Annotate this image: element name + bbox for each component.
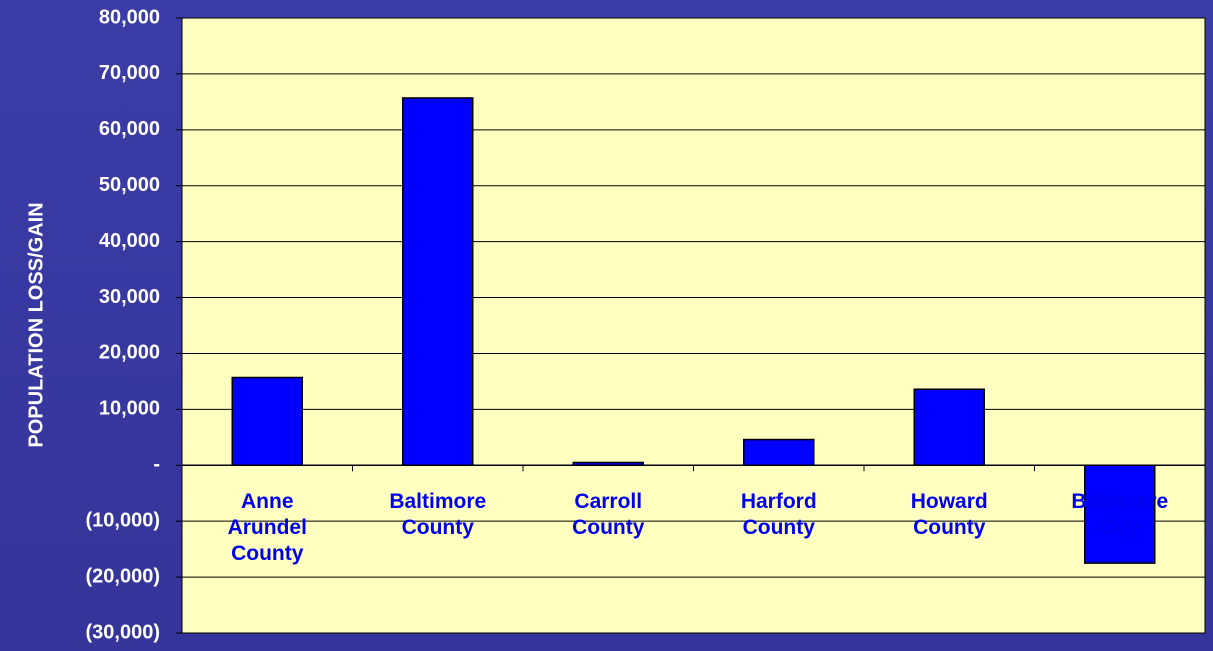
y-tick-label: (10,000) (86, 509, 161, 531)
y-tick-label: 20,000 (99, 342, 160, 364)
bar (231, 376, 303, 467)
y-tick-label: (20,000) (86, 565, 161, 587)
x-tick-label: Baltimore County (389, 490, 487, 540)
bar (913, 388, 985, 467)
x-tick-label: Baltimore City (1071, 490, 1169, 540)
x-tick-label: Carroll County (572, 490, 645, 540)
y-tick-label: 50,000 (99, 174, 160, 196)
y-tick-label: 10,000 (99, 398, 160, 420)
y-tick-label: 40,000 (99, 230, 160, 252)
plot-area (181, 17, 1206, 634)
x-tick-label: Anne Arundel County (227, 490, 307, 566)
y-axis-label: POPULATION LOSS/GAIN (25, 202, 47, 447)
y-tick-label: - (153, 454, 160, 476)
x-tick-label: Harford County (740, 490, 817, 540)
y-tick-label: (30,000) (86, 621, 161, 643)
bar (743, 438, 815, 467)
y-tick-label: 80,000 (99, 6, 160, 28)
x-tick-label: Howard County (910, 490, 988, 540)
bar (402, 97, 474, 467)
y-tick-label: 30,000 (99, 286, 160, 308)
y-tick-label: 70,000 (99, 62, 160, 84)
y-tick-label: 60,000 (99, 118, 160, 140)
